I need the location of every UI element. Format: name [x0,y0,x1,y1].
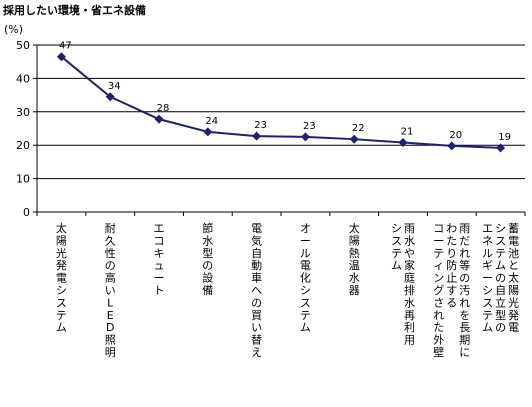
data-point [252,131,262,141]
data-label: 47 [59,41,72,52]
data-point [447,141,457,151]
data-label: 28 [157,103,170,114]
y-tick-label: 50 [16,39,30,52]
data-label: 24 [205,116,218,127]
category-label-text: 雨だれ等の汚れを長期に [459,222,470,359]
category-label-text: 耐久性の高い L E D 照明 [105,222,116,359]
data-label: 23 [303,121,316,132]
data-label: 19 [498,132,511,143]
category-label-text: 蓄電池と太陽光発電 [508,222,519,334]
category-label: 節水型の設備 [202,221,213,297]
category-label-text: エネルギーシステム [482,222,493,334]
category-label-text: 節水型の設備 [202,221,213,297]
y-tick-label: 30 [16,106,30,119]
y-tick-label: 20 [16,139,30,152]
category-label: エコキュート [154,222,165,297]
category-label-text: システムの自立型の [495,222,506,334]
y-axis-unit-label: (%) [4,23,23,36]
axis-layer [33,44,526,216]
category-label-text: わたり防止する [446,222,457,309]
data-point [496,143,506,153]
category-label: 太陽熱温水器 [349,222,360,297]
series-line [60,55,501,149]
chart-title: 採用したい環境・省エネ設備 [3,4,146,17]
data-point [154,114,164,124]
category-label-text: システム [391,222,402,272]
data-label: 22 [352,123,365,134]
category-label: オール電化システム [300,222,311,334]
data-point [105,92,115,102]
category-label-text: 電気自動車への買い替え [251,222,262,359]
data-point [398,138,408,148]
category-labels: 太陽光発電システム 耐久性の高い L E D 照明 エコキュート 節水型の設備 電気自動車への買… [56,221,519,359]
category-label-text: 雨水や家庭排水再利用 [404,222,415,347]
category-label-text: オール電化システム [300,222,311,334]
y-tick-label: 40 [16,72,30,85]
category-label: 耐久性の高い L E D 照明 [105,222,116,359]
data-label: 20 [449,130,462,141]
data-label: 21 [401,127,414,138]
data-label: 34 [108,81,121,92]
data-point [349,134,359,144]
data-point [56,52,66,62]
y-tick-label: 0 [23,206,30,219]
category-label: 電気自動車への買い替え [251,222,262,359]
y-tick-labels: 0 10 20 30 40 50 [16,39,30,219]
category-label-text: コーティングされた外壁 [433,222,444,359]
data-label: 23 [254,120,267,131]
grid-layer [37,44,525,180]
series-layer [56,52,506,153]
data-labels: 47 34 28 24 23 23 22 21 20 19 [59,41,511,143]
category-label-text: 太陽光発電システム [56,222,67,334]
category-label: 太陽光発電システム [56,222,67,334]
y-tick-label: 10 [16,173,30,186]
data-point [203,127,213,137]
category-label-text: エコキュート [154,222,165,297]
category-label-text: 太陽熱温水器 [349,222,360,297]
data-point [300,132,310,142]
